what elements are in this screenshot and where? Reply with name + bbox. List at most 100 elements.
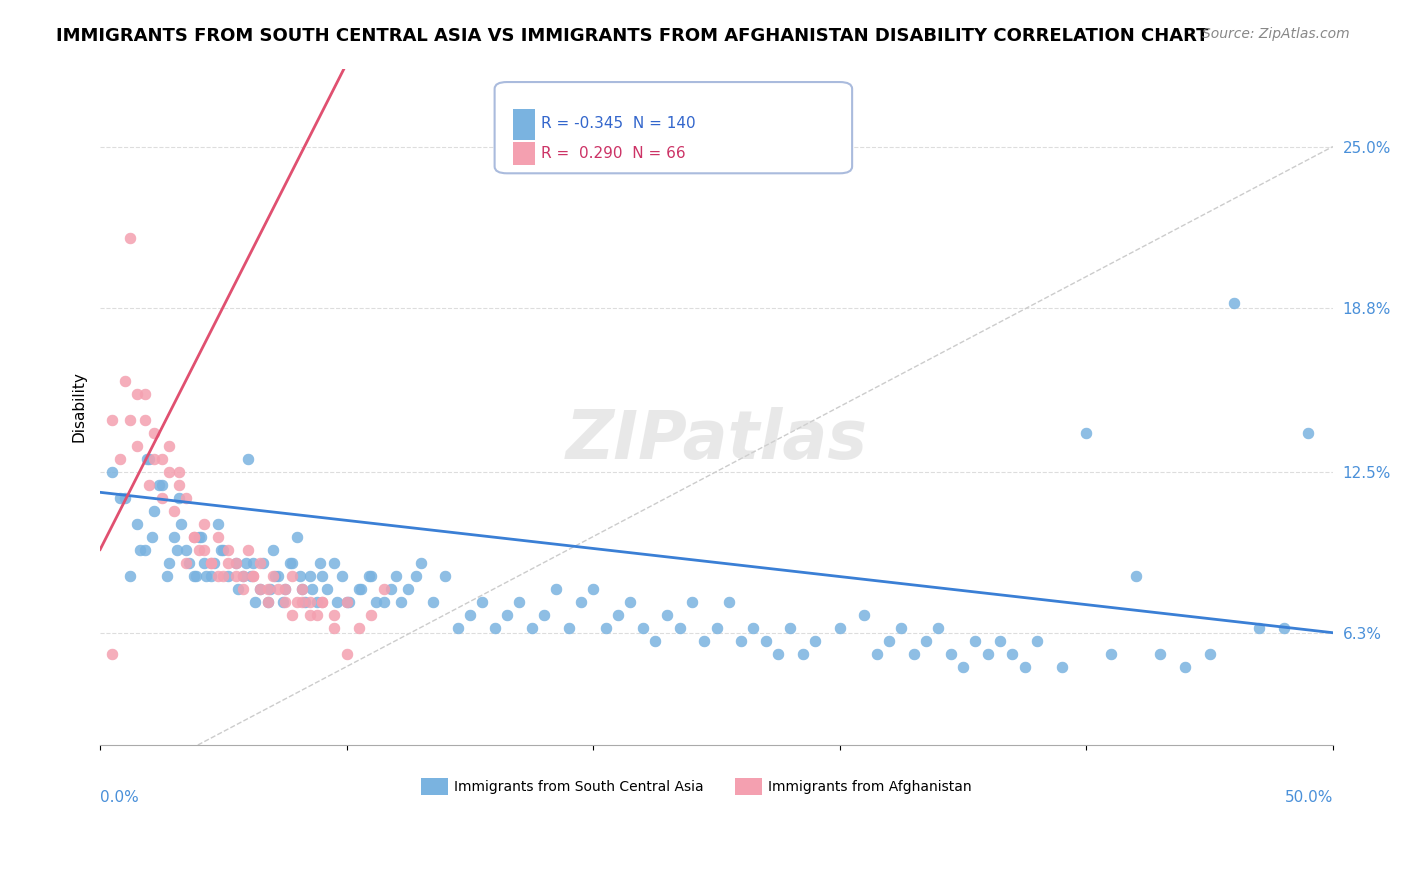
Point bbox=[245, 594, 267, 608]
Point bbox=[176, 556, 198, 570]
Text: Immigrants from Afghanistan: Immigrants from Afghanistan bbox=[768, 780, 972, 794]
Point bbox=[446, 621, 468, 635]
Point bbox=[766, 647, 789, 661]
Point bbox=[157, 438, 180, 452]
Point bbox=[1296, 425, 1319, 440]
Point bbox=[166, 542, 188, 557]
Point bbox=[606, 607, 628, 622]
Point bbox=[804, 633, 827, 648]
Point bbox=[595, 621, 617, 635]
Point bbox=[288, 568, 311, 582]
Point bbox=[274, 594, 297, 608]
Point bbox=[242, 556, 264, 570]
Point bbox=[389, 594, 412, 608]
Bar bbox=[735, 779, 762, 796]
Point bbox=[264, 568, 287, 582]
Point bbox=[212, 568, 235, 582]
Point bbox=[1174, 659, 1197, 673]
Point bbox=[138, 451, 160, 466]
Point bbox=[143, 503, 166, 517]
Point bbox=[681, 594, 703, 608]
Point bbox=[108, 491, 131, 505]
Point bbox=[330, 568, 353, 582]
Y-axis label: Disability: Disability bbox=[72, 371, 86, 442]
Text: 0.0%: 0.0% bbox=[100, 789, 139, 805]
Point bbox=[217, 568, 239, 582]
Point bbox=[193, 542, 215, 557]
Point bbox=[350, 582, 373, 596]
Point bbox=[520, 621, 543, 635]
Point bbox=[730, 633, 752, 648]
Point bbox=[278, 556, 301, 570]
Point bbox=[150, 477, 173, 491]
Point bbox=[336, 647, 359, 661]
Point bbox=[156, 568, 179, 582]
Point bbox=[200, 556, 222, 570]
Point bbox=[183, 568, 205, 582]
Point bbox=[242, 568, 264, 582]
Point bbox=[693, 633, 716, 648]
Point bbox=[148, 477, 170, 491]
Point bbox=[163, 529, 186, 543]
Point bbox=[157, 465, 180, 479]
Bar bbox=[513, 109, 536, 139]
Point bbox=[266, 568, 288, 582]
Point bbox=[484, 621, 506, 635]
Point bbox=[965, 633, 987, 648]
Point bbox=[396, 582, 419, 596]
Point bbox=[1076, 425, 1098, 440]
Point bbox=[323, 607, 346, 622]
Point bbox=[988, 633, 1011, 648]
Point bbox=[252, 556, 274, 570]
Point bbox=[200, 556, 222, 570]
Point bbox=[187, 542, 209, 557]
Point bbox=[557, 621, 579, 635]
Point bbox=[1149, 647, 1171, 661]
Point bbox=[706, 621, 728, 635]
Point bbox=[118, 230, 141, 244]
Point bbox=[271, 594, 294, 608]
Point bbox=[127, 516, 149, 531]
Point bbox=[186, 568, 208, 582]
Point bbox=[866, 647, 889, 661]
Point bbox=[903, 647, 925, 661]
Point bbox=[298, 594, 321, 608]
Point bbox=[209, 542, 232, 557]
Point bbox=[890, 621, 912, 635]
Point bbox=[1001, 647, 1024, 661]
Point bbox=[170, 516, 193, 531]
Point bbox=[619, 594, 641, 608]
Point bbox=[118, 412, 141, 426]
Point bbox=[225, 556, 247, 570]
FancyBboxPatch shape bbox=[495, 82, 852, 173]
Point bbox=[101, 465, 124, 479]
Point bbox=[281, 568, 304, 582]
Point bbox=[249, 582, 271, 596]
Point bbox=[226, 582, 249, 596]
Point bbox=[779, 621, 801, 635]
Point bbox=[291, 582, 314, 596]
Point bbox=[311, 594, 333, 608]
Point bbox=[183, 529, 205, 543]
Point bbox=[742, 621, 765, 635]
Point bbox=[755, 633, 778, 648]
Point bbox=[134, 412, 156, 426]
Point bbox=[127, 386, 149, 401]
Point bbox=[1198, 647, 1220, 661]
Point bbox=[127, 438, 149, 452]
Point bbox=[1099, 647, 1122, 661]
Point bbox=[141, 529, 163, 543]
Point bbox=[644, 633, 666, 648]
Point bbox=[259, 582, 281, 596]
Point bbox=[128, 542, 150, 557]
Point bbox=[409, 556, 432, 570]
Point bbox=[176, 542, 198, 557]
Point bbox=[533, 607, 555, 622]
Point bbox=[101, 647, 124, 661]
Point bbox=[323, 621, 346, 635]
Point bbox=[471, 594, 494, 608]
Point bbox=[167, 477, 190, 491]
Point bbox=[150, 451, 173, 466]
Point bbox=[266, 582, 288, 596]
Point bbox=[1050, 659, 1073, 673]
